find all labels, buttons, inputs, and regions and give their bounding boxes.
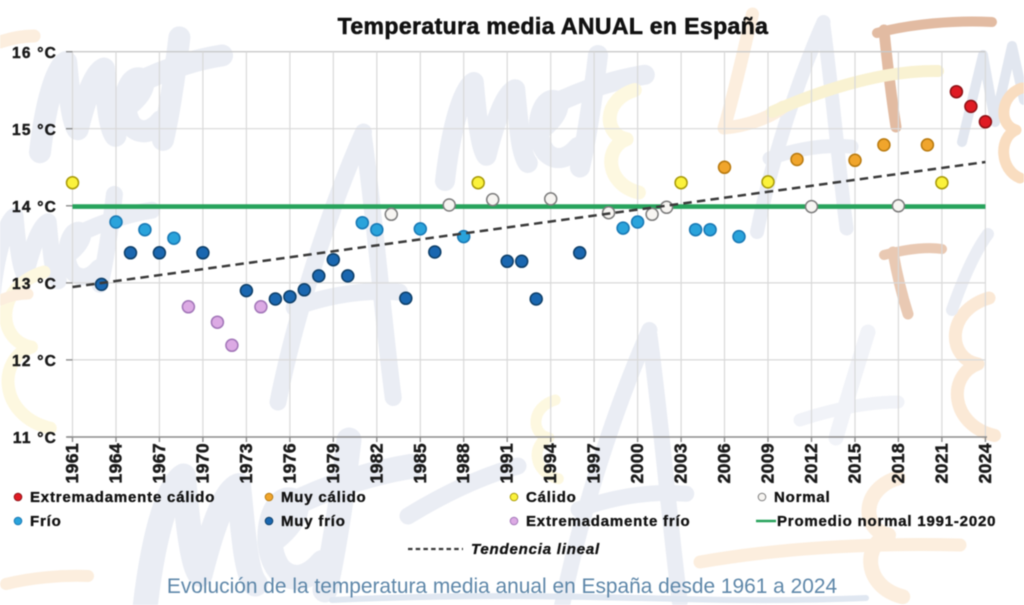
svg-text:Extremadamente cálido: Extremadamente cálido <box>30 489 215 506</box>
svg-text:14 °C: 14 °C <box>12 199 57 216</box>
svg-text:1961: 1961 <box>62 443 82 484</box>
svg-text:2018: 2018 <box>888 443 908 484</box>
svg-text:1991: 1991 <box>497 443 517 484</box>
svg-text:1994: 1994 <box>540 443 560 484</box>
svg-text:1976: 1976 <box>279 443 299 484</box>
svg-text:1979: 1979 <box>323 443 343 484</box>
svg-text:Extremadamente frío: Extremadamente frío <box>526 513 690 530</box>
svg-text:2024: 2024 <box>975 443 995 484</box>
svg-text:12 °C: 12 °C <box>12 353 57 370</box>
svg-text:2000: 2000 <box>627 443 647 484</box>
svg-text:2021: 2021 <box>931 443 951 484</box>
svg-text:1970: 1970 <box>192 443 212 484</box>
svg-text:13 °C: 13 °C <box>12 276 57 293</box>
svg-text:2009: 2009 <box>758 443 778 484</box>
svg-text:Temperatura media ANUAL en Esp: Temperatura media ANUAL en España <box>338 13 769 39</box>
svg-text:Evolución de la temperatura me: Evolución de la temperatura media anual … <box>167 575 837 598</box>
svg-text:Tendencia lineal: Tendencia lineal <box>471 541 600 558</box>
svg-text:16 °C: 16 °C <box>12 45 57 62</box>
svg-text:1973: 1973 <box>236 443 256 484</box>
svg-text:11 °C: 11 °C <box>13 430 57 447</box>
svg-text:1988: 1988 <box>453 443 473 484</box>
svg-text:Frío: Frío <box>30 513 62 530</box>
svg-text:1982: 1982 <box>366 443 386 484</box>
svg-text:Promedio normal 1991-2020: Promedio normal 1991-2020 <box>777 513 996 530</box>
svg-text:1967: 1967 <box>149 443 169 484</box>
svg-text:2015: 2015 <box>845 443 865 484</box>
svg-text:2003: 2003 <box>671 443 691 484</box>
svg-text:Normal: Normal <box>774 489 830 506</box>
svg-text:1964: 1964 <box>106 443 126 484</box>
svg-text:1985: 1985 <box>410 443 430 484</box>
svg-text:2012: 2012 <box>801 443 821 484</box>
svg-text:Cálido: Cálido <box>526 489 577 506</box>
svg-text:Muy cálido: Muy cálido <box>281 489 367 506</box>
svg-text:15 °C: 15 °C <box>12 122 57 139</box>
svg-text:2006: 2006 <box>714 443 734 484</box>
svg-text:1997: 1997 <box>584 443 604 484</box>
svg-text:Muy frío: Muy frío <box>281 513 346 530</box>
